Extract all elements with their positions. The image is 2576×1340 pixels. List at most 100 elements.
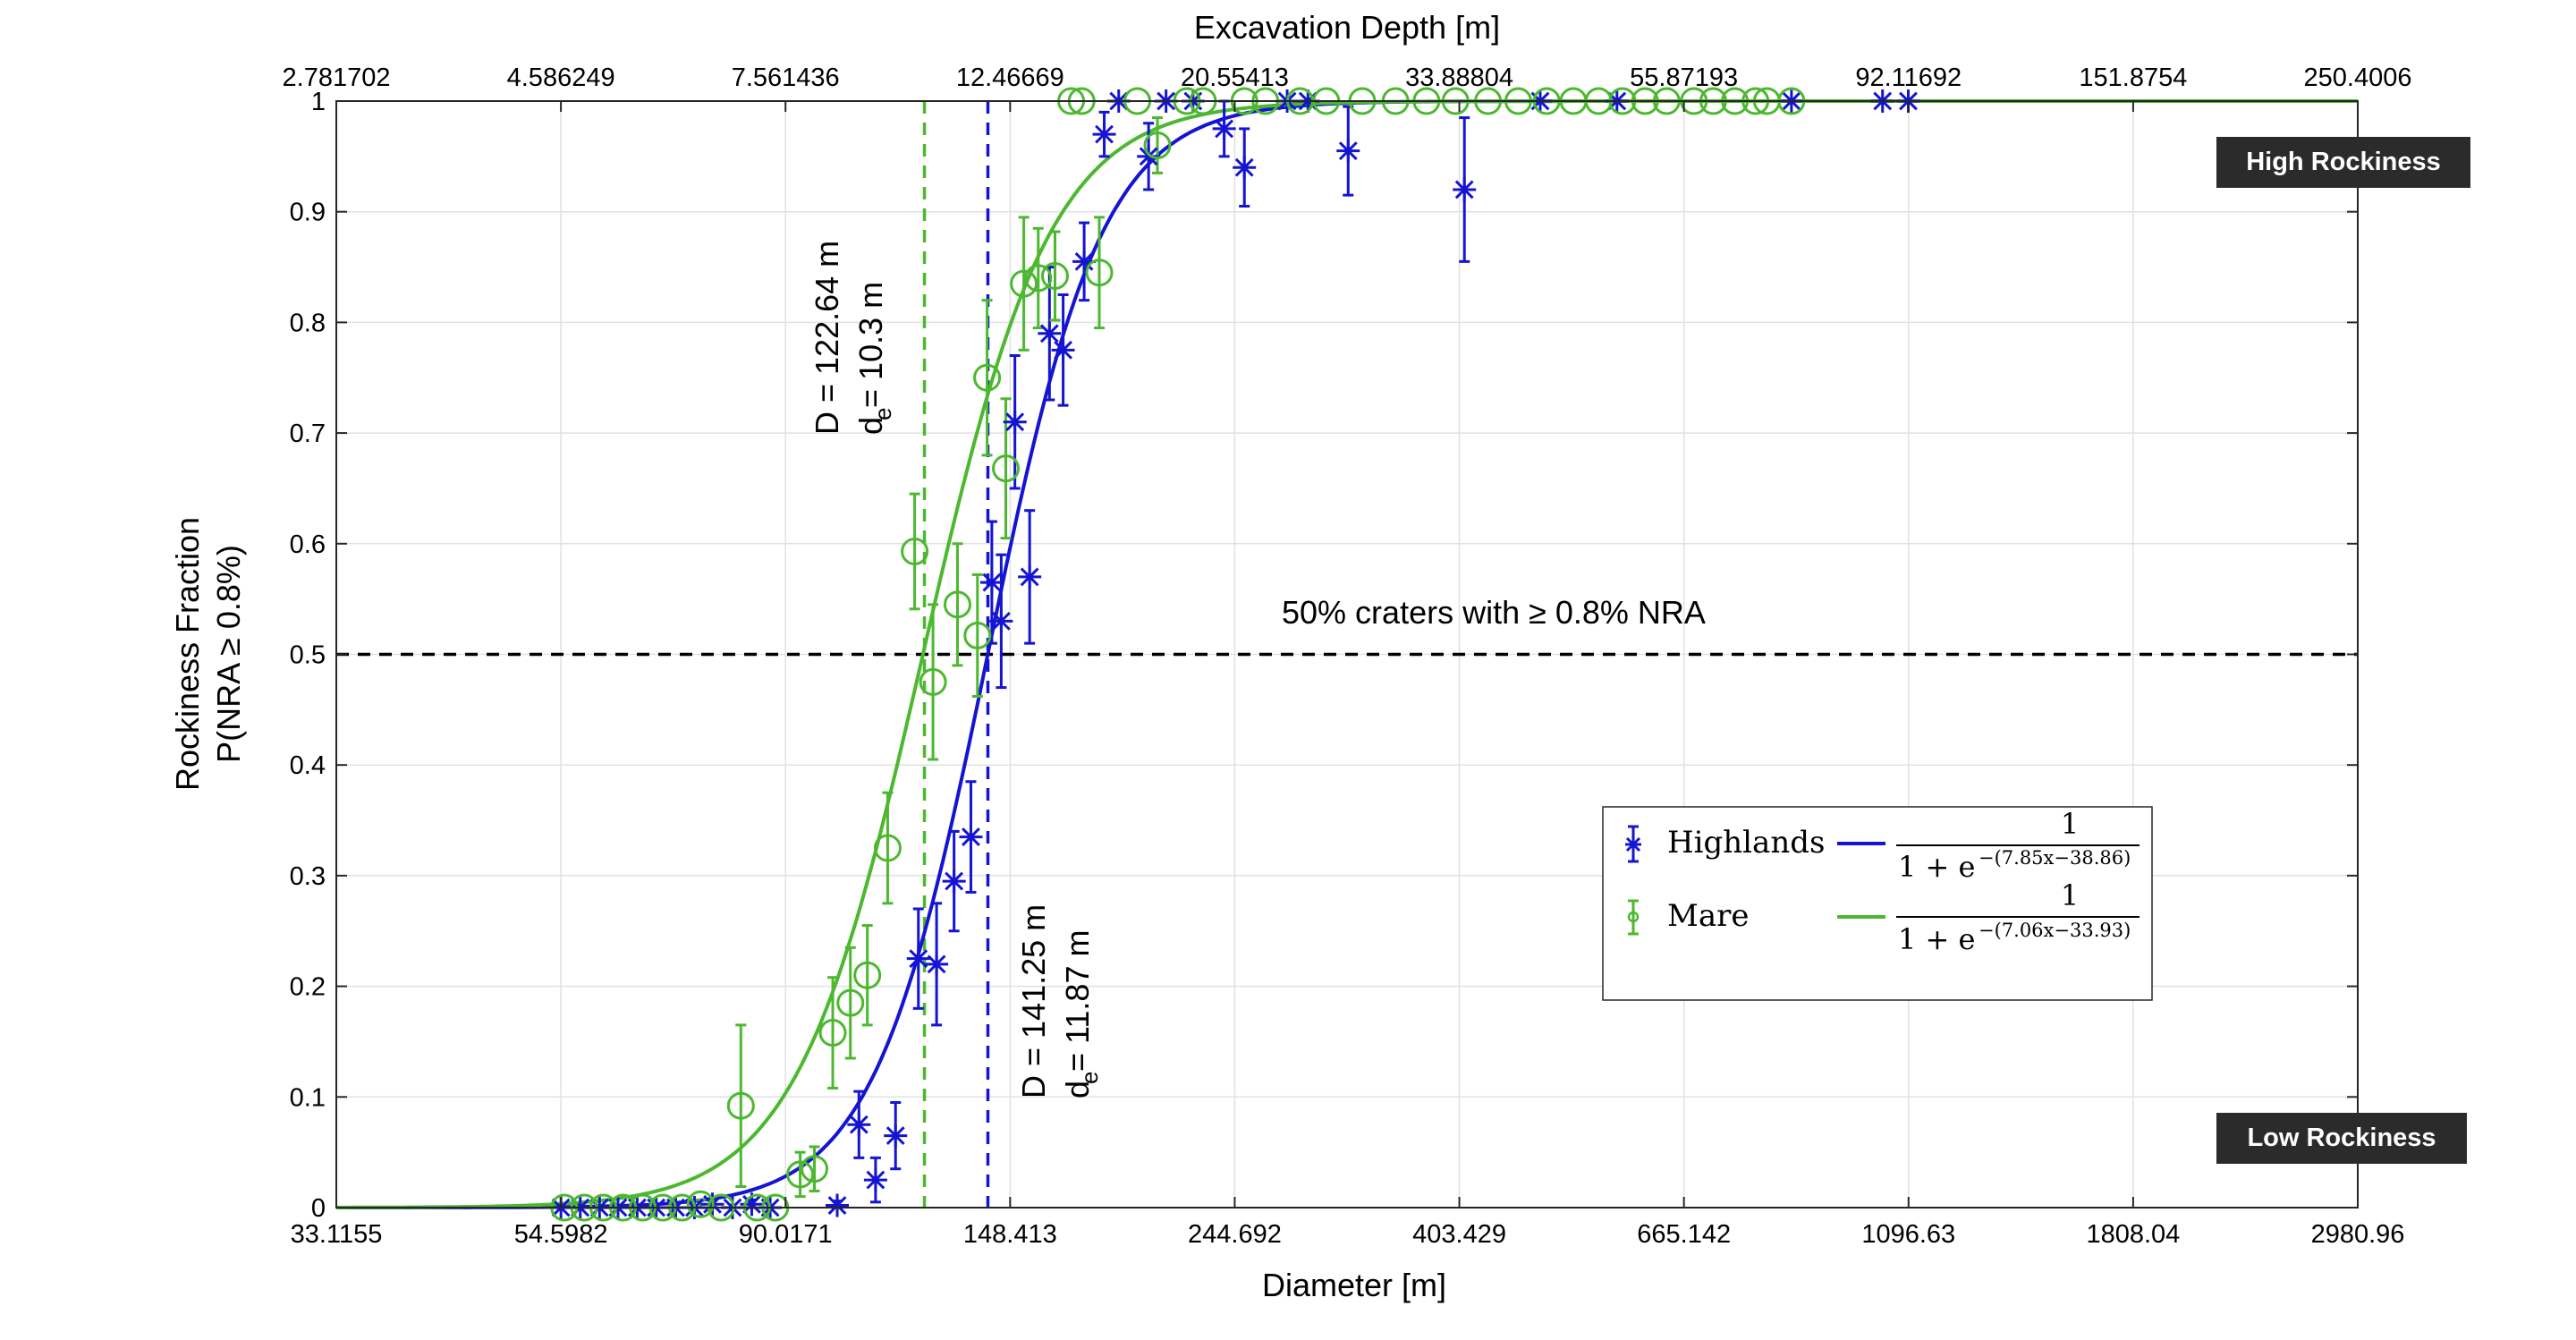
y-tick-label: 0.7 bbox=[290, 420, 326, 448]
data-point-highlands bbox=[1072, 250, 1097, 274]
legend-box bbox=[1602, 806, 2153, 1001]
top-tick-label: 151.8754 bbox=[2079, 64, 2187, 92]
x-tick-label: 665.142 bbox=[1637, 1220, 1731, 1249]
data-point-mare bbox=[818, 1019, 847, 1047]
y-tick-label: 0.3 bbox=[290, 862, 326, 891]
legend-mare-numerator: 1 bbox=[2061, 878, 2079, 912]
data-point-highlands bbox=[989, 609, 1013, 633]
data-point-highlands bbox=[1336, 139, 1360, 163]
y-axis-label-line1: Rockiness Fraction bbox=[169, 517, 206, 791]
chart-title: Excavation Depth [m] bbox=[1194, 9, 1500, 46]
data-point-mare bbox=[1143, 131, 1172, 159]
error-bar-mare bbox=[861, 924, 873, 1027]
error-bar-mare bbox=[1094, 216, 1106, 330]
data-point-highlands bbox=[826, 1193, 850, 1217]
x-tick-label: 148.413 bbox=[963, 1220, 1057, 1249]
top-tick-label: 7.561436 bbox=[732, 64, 840, 92]
data-point-mare bbox=[873, 834, 902, 862]
data-point-mare bbox=[836, 988, 865, 1017]
data-point-highlands bbox=[740, 1192, 764, 1217]
legend-highlands-marker bbox=[1625, 825, 1641, 863]
top-tick-label: 33.88804 bbox=[1405, 64, 1513, 92]
data-point-highlands bbox=[925, 952, 949, 976]
data-point-highlands bbox=[1212, 116, 1236, 140]
x-tick-label: 244.692 bbox=[1188, 1220, 1282, 1249]
y-tick-label: 0 bbox=[311, 1194, 326, 1223]
error-bar-mare bbox=[1032, 226, 1044, 330]
x-axis-label: Diameter [m] bbox=[1262, 1267, 1446, 1303]
x-tick-label: 403.429 bbox=[1412, 1220, 1506, 1249]
highlands-depth-subscript: e bbox=[1076, 1072, 1103, 1084]
mare-depth-label: d = 10.3 m bbox=[852, 282, 889, 435]
data-point-mare bbox=[1040, 261, 1069, 290]
error-bar-mare bbox=[844, 946, 856, 1060]
mare-depth-subscript: e bbox=[869, 408, 896, 420]
data-point-mare bbox=[901, 537, 929, 565]
error-bar-mare bbox=[971, 572, 983, 699]
top-tick-label: 2.781702 bbox=[283, 64, 391, 92]
legend: Highlands 1 1 + e −(7.85x−38.86) Mare 1 … bbox=[1602, 806, 2153, 1001]
data-point-highlands bbox=[1018, 564, 1042, 589]
top-tick-label: 20.55413 bbox=[1181, 64, 1289, 92]
high-rockiness-badge: High Rockiness bbox=[2216, 137, 2470, 188]
data-point-highlands bbox=[1453, 177, 1477, 201]
data-point-highlands bbox=[906, 946, 930, 971]
data-point-highlands bbox=[884, 1124, 908, 1148]
y-tick-label: 0.2 bbox=[290, 973, 326, 1002]
error-bar-mare bbox=[794, 1150, 806, 1199]
top-axis-ticks: 2.781702 4.586249 7.561436 12.46669 20.55413… bbox=[283, 64, 2411, 112]
data-point-mare bbox=[992, 454, 1021, 483]
legend-mare-denominator: 1 + e bbox=[1898, 922, 1975, 956]
data-point-mare bbox=[1085, 259, 1114, 287]
x-axis-ticks: 33.1155 54.5982 90.0171 148.413 244.692 403.4… bbox=[291, 1197, 2405, 1249]
highlands-depth-label: d = 11.87 m bbox=[1059, 930, 1096, 1098]
data-point-highlands bbox=[942, 869, 966, 894]
y-tick-label: 0.9 bbox=[290, 199, 326, 227]
error-bar-mare bbox=[809, 1145, 820, 1192]
data-point-highlands bbox=[1051, 338, 1075, 362]
legend-highlands-denominator: 1 + e bbox=[1898, 850, 1975, 884]
y-axis-ticks: 0 0.1 0.2 0.3 0.4 0.5 0.6 0.7 0.8 0.9 1 bbox=[290, 88, 2358, 1223]
data-point-highlands bbox=[1003, 410, 1027, 434]
top-tick-label: 4.586249 bbox=[507, 64, 615, 92]
data-point-highlands bbox=[979, 571, 1004, 595]
data-point-mare bbox=[801, 1155, 829, 1183]
top-tick-label: 12.46669 bbox=[956, 64, 1064, 92]
data-point-highlands bbox=[1233, 156, 1257, 180]
data-point-mare bbox=[963, 621, 992, 649]
x-tick-label: 33.1155 bbox=[291, 1220, 383, 1249]
error-bar-mare bbox=[882, 791, 894, 905]
legend-highlands-label: Highlands bbox=[1667, 825, 1825, 861]
top-tick-label: 92.11692 bbox=[1855, 64, 1962, 92]
data-point-highlands bbox=[959, 825, 983, 849]
data-point-mare bbox=[786, 1160, 815, 1189]
y-tick-label: 0.1 bbox=[290, 1083, 326, 1112]
data-point-mare bbox=[726, 1091, 755, 1120]
error-bar-mare bbox=[735, 1023, 747, 1188]
data-point-mare bbox=[973, 363, 1002, 392]
data-point-highlands bbox=[1092, 123, 1116, 147]
y-tick-label: 0.4 bbox=[290, 751, 326, 780]
x-tick-label: 1096.63 bbox=[1861, 1220, 1955, 1249]
error-bar-mare bbox=[981, 299, 993, 457]
top-tick-label: 55.87193 bbox=[1630, 64, 1738, 92]
error-bar-mare bbox=[909, 492, 920, 611]
x-tick-label: 90.0171 bbox=[739, 1220, 833, 1249]
x-tick-label: 54.5982 bbox=[514, 1220, 608, 1249]
y-tick-label: 0.5 bbox=[290, 641, 326, 670]
data-point-mare bbox=[853, 961, 882, 989]
data-point-mare bbox=[1024, 264, 1053, 293]
error-bar-mare bbox=[1049, 230, 1061, 322]
error-bar-mare bbox=[827, 976, 839, 1090]
reference-lines bbox=[336, 101, 2358, 1208]
error-bar-mare bbox=[952, 542, 963, 667]
data-point-highlands bbox=[847, 1113, 871, 1137]
data-point-highlands bbox=[863, 1168, 887, 1192]
y-tick-label: 1 bbox=[311, 88, 326, 116]
y-tick-label: 0.6 bbox=[290, 530, 326, 559]
x-tick-label: 2980.96 bbox=[2311, 1220, 2405, 1249]
data-point-mare bbox=[943, 590, 971, 619]
data-point-mare bbox=[919, 667, 947, 696]
error-bar-mare bbox=[928, 603, 939, 761]
